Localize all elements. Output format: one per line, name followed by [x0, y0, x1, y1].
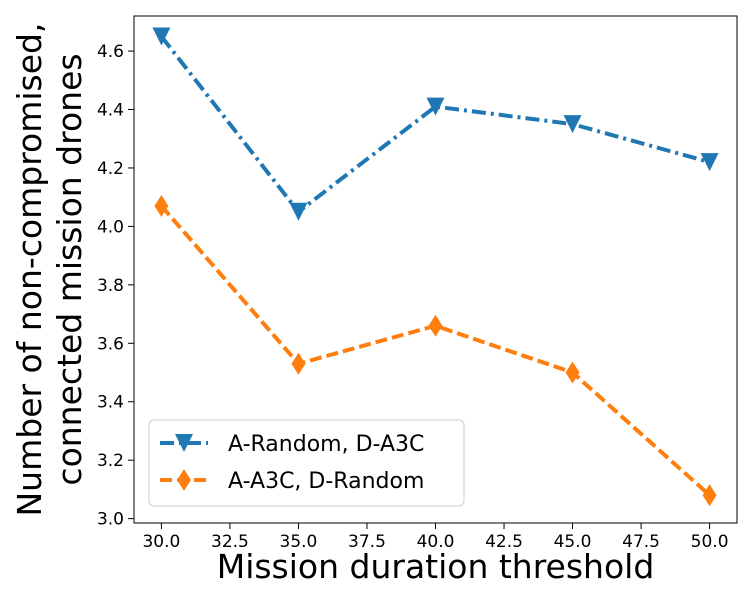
legend-label: A-A3C, D-Random	[228, 469, 424, 494]
data-point-marker	[291, 352, 306, 375]
y-axis: 3.0 3.2 3.4 3.6 3.8 4.0 4.2 4.4 4.6	[97, 42, 134, 530]
y-tick-label: 4.2	[97, 159, 124, 179]
series-2	[154, 194, 717, 507]
legend-label: A-Random, D-A3C	[228, 432, 424, 457]
y-tick-label: 3.6	[97, 334, 124, 354]
x-tick-label: 32.5	[211, 532, 249, 552]
x-axis: 30.0 32.5 35.0 37.5 40.0 42.5 45.0 47.5 50.0	[142, 523, 729, 552]
y-tick-label: 3.0	[97, 510, 124, 530]
x-tick-label: 37.5	[348, 532, 386, 552]
y-axis-label-line-2: connected mission drones	[50, 53, 89, 485]
data-point-marker	[426, 97, 445, 116]
x-tick-label: 45.0	[554, 532, 592, 552]
data-point-marker	[175, 434, 193, 452]
x-tick-label: 42.5	[485, 532, 523, 552]
x-tick-label: 50.0	[691, 532, 729, 552]
plot-area	[152, 27, 719, 507]
data-point-marker	[177, 469, 191, 491]
legend: A-Random, D-A3C A-A3C, D-Random	[148, 419, 465, 507]
y-tick-label: 3.8	[97, 276, 124, 296]
data-point-marker	[700, 153, 719, 172]
data-point-marker	[154, 194, 169, 217]
legend-box	[148, 419, 465, 507]
series-line	[159, 35, 711, 214]
x-tick-label: 40.0	[417, 532, 455, 552]
y-tick-label: 4.4	[97, 101, 124, 121]
x-tick-label: 30.0	[142, 532, 180, 552]
data-point-marker	[702, 484, 717, 507]
y-tick-label: 3.4	[97, 393, 124, 413]
series-1	[152, 27, 719, 221]
x-axis-label: Mission duration threshold	[217, 547, 655, 586]
legend-entry: A-A3C, D-Random	[160, 469, 424, 494]
data-point-marker	[565, 361, 580, 384]
y-tick-label: 3.2	[97, 451, 124, 471]
data-point-marker	[289, 202, 308, 221]
data-point-marker	[428, 314, 443, 337]
legend-entry: A-Random, D-A3C	[160, 432, 424, 457]
data-point-marker	[563, 115, 582, 134]
y-axis-label-line-1: Number of non-compromised,	[10, 23, 49, 517]
y-tick-label: 4.0	[97, 217, 124, 237]
x-tick-label: 47.5	[622, 532, 660, 552]
y-tick-label: 4.6	[97, 42, 124, 62]
x-tick-label: 35.0	[280, 532, 318, 552]
data-point-marker	[152, 27, 171, 46]
